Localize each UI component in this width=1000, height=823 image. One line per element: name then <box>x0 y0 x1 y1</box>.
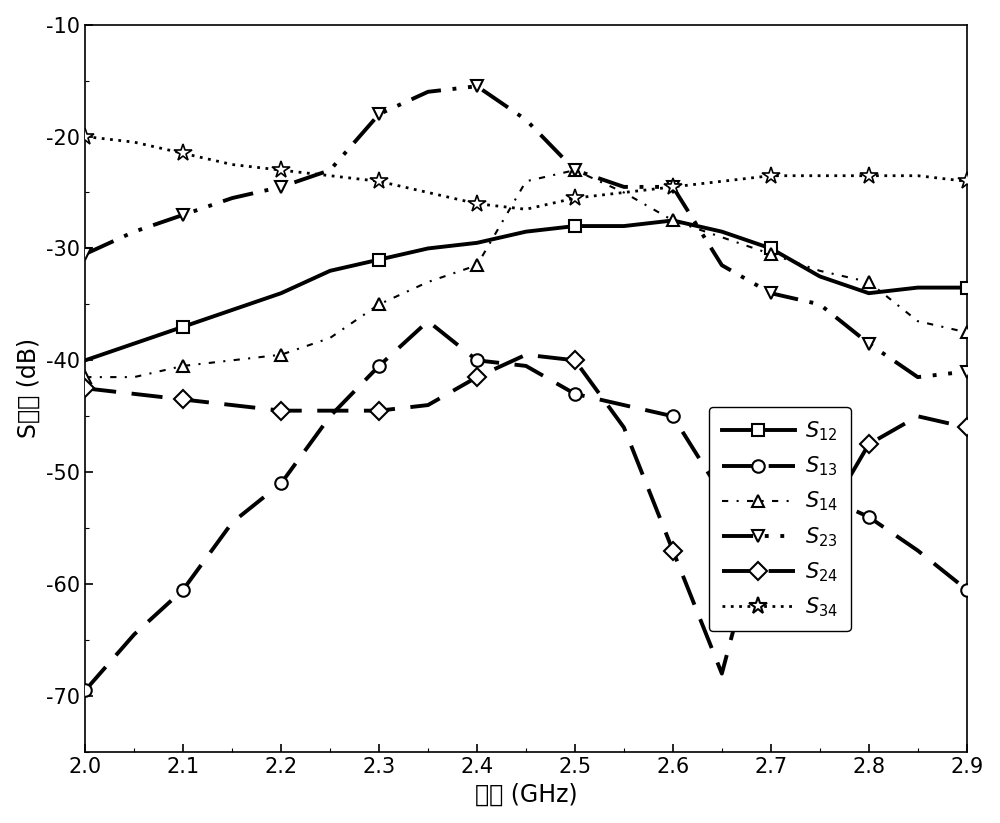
X-axis label: 频率 (GHz): 频率 (GHz) <box>475 783 577 807</box>
Y-axis label: S参数 (dB): S参数 (dB) <box>17 338 41 439</box>
Legend: $S_{12}$, $S_{13}$, $S_{14}$, $S_{23}$, $S_{24}$, $S_{34}$: $S_{12}$, $S_{13}$, $S_{14}$, $S_{23}$, … <box>709 407 851 631</box>
